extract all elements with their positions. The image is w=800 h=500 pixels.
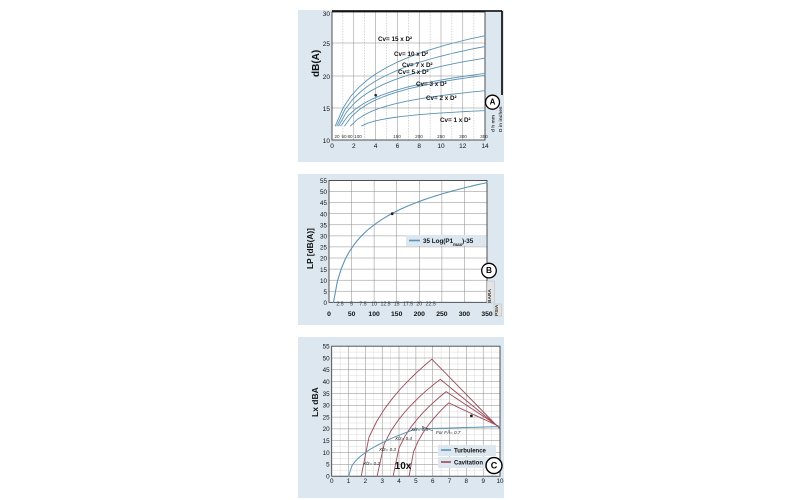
svg-text:For FÅ= 0.7: For FÅ= 0.7 — [436, 429, 461, 435]
svg-text:300: 300 — [459, 134, 467, 139]
svg-text:Cv= 2 x D²: Cv= 2 x D² — [426, 95, 457, 102]
svg-text:12: 12 — [459, 143, 467, 150]
svg-text:10: 10 — [323, 450, 331, 457]
svg-text:0: 0 — [330, 143, 334, 150]
svg-text:5: 5 — [350, 302, 353, 308]
svg-text:9: 9 — [481, 478, 485, 485]
svg-text:22.5: 22.5 — [426, 302, 436, 308]
svg-text:dB(A): dB(A) — [311, 50, 322, 77]
svg-text:BARA: BARA — [487, 289, 493, 303]
svg-text:50: 50 — [341, 134, 347, 139]
svg-text:Xfz= 0.5: Xfz= 0.5 — [410, 427, 428, 432]
svg-text:Cv= 1 x D²: Cv= 1 x D² — [440, 117, 471, 124]
svg-text:Cavitation: Cavitation — [454, 460, 483, 466]
svg-text:0: 0 — [327, 311, 331, 318]
svg-text:50: 50 — [320, 189, 328, 196]
svg-text:35: 35 — [320, 223, 328, 230]
svg-text:Cv= 5 x D²: Cv= 5 x D² — [398, 69, 429, 76]
svg-text:10x: 10x — [395, 461, 412, 472]
svg-text:25: 25 — [320, 245, 328, 252]
svg-text:35: 35 — [323, 391, 331, 398]
svg-text:250: 250 — [436, 311, 448, 318]
svg-text:5: 5 — [326, 462, 330, 469]
svg-text:Xfz= 0.4: Xfz= 0.4 — [394, 436, 412, 441]
svg-text:Cv= 3 x D²: Cv= 3 x D² — [416, 81, 447, 88]
svg-text:80: 80 — [347, 134, 353, 139]
svg-text:Cv= 7 x D²: Cv= 7 x D² — [402, 62, 433, 69]
svg-text:20: 20 — [334, 134, 340, 139]
svg-text:150: 150 — [393, 134, 401, 139]
svg-text:6: 6 — [431, 478, 435, 485]
svg-text:8: 8 — [465, 478, 469, 485]
svg-text:200: 200 — [415, 134, 423, 139]
svg-text:50: 50 — [348, 311, 356, 318]
svg-text:20: 20 — [323, 426, 331, 433]
svg-text:45: 45 — [320, 200, 328, 207]
svg-text:2: 2 — [352, 143, 356, 150]
svg-text:10: 10 — [371, 302, 377, 308]
svg-text:17.5: 17.5 — [403, 302, 413, 308]
svg-text:20: 20 — [416, 302, 422, 308]
svg-text:Xfz= 0.2: Xfz= 0.2 — [362, 461, 380, 466]
svg-text:30: 30 — [323, 11, 331, 18]
svg-text:20: 20 — [323, 74, 331, 81]
svg-text:5: 5 — [323, 289, 327, 296]
svg-text:2: 2 — [364, 478, 368, 485]
svg-text:3: 3 — [380, 478, 384, 485]
svg-text:200: 200 — [414, 311, 426, 318]
svg-text:4: 4 — [397, 478, 401, 485]
svg-text:Cv= 15 x D²: Cv= 15 x D² — [378, 36, 412, 43]
svg-text:40: 40 — [323, 379, 331, 386]
svg-text:10: 10 — [320, 278, 328, 285]
svg-text:Xfz= 0.3: Xfz= 0.3 — [378, 447, 396, 452]
svg-text:14: 14 — [481, 143, 489, 150]
svg-text:Cv= 10 x D²: Cv= 10 x D² — [394, 51, 428, 58]
svg-text:15: 15 — [323, 106, 331, 113]
svg-text:0: 0 — [323, 300, 327, 307]
svg-text:B: B — [486, 265, 492, 275]
svg-text:7.5: 7.5 — [359, 302, 366, 308]
svg-text:D in inches: D in inches — [498, 106, 504, 132]
svg-text:10: 10 — [496, 478, 504, 485]
svg-text:PSIA: PSIA — [494, 304, 500, 316]
svg-text:LP [dB(A)]: LP [dB(A)] — [305, 228, 315, 269]
svg-text:C: C — [491, 461, 498, 471]
svg-text:30: 30 — [320, 234, 328, 241]
svg-text:40: 40 — [320, 212, 328, 219]
svg-text:0: 0 — [330, 478, 334, 485]
svg-text:A: A — [490, 98, 496, 107]
svg-text:150: 150 — [391, 311, 403, 318]
svg-text:45: 45 — [323, 367, 331, 374]
svg-text:2.5: 2.5 — [336, 302, 343, 308]
svg-text:30: 30 — [323, 403, 331, 410]
svg-text:100: 100 — [354, 134, 362, 139]
svg-text:Lx dBA: Lx dBA — [310, 387, 320, 417]
svg-text:25: 25 — [323, 414, 331, 421]
svg-text:15: 15 — [320, 267, 328, 274]
svg-text:12.5: 12.5 — [380, 302, 390, 308]
svg-text:1: 1 — [347, 478, 351, 485]
svg-text:10: 10 — [437, 143, 445, 150]
svg-text:5: 5 — [414, 478, 418, 485]
svg-text:55: 55 — [320, 178, 328, 185]
svg-text:d h mm: d h mm — [491, 115, 497, 132]
svg-text:4: 4 — [374, 143, 378, 150]
svg-text:55: 55 — [323, 344, 331, 351]
svg-text:250: 250 — [437, 134, 445, 139]
svg-text:50: 50 — [323, 355, 331, 362]
svg-text:6: 6 — [396, 143, 400, 150]
svg-text:15: 15 — [323, 438, 331, 445]
svg-text:8: 8 — [417, 143, 421, 150]
svg-text:20: 20 — [320, 256, 328, 263]
svg-text:7: 7 — [448, 478, 452, 485]
svg-text:100: 100 — [368, 311, 380, 318]
svg-text:350: 350 — [480, 134, 488, 139]
svg-text:15: 15 — [394, 302, 400, 308]
svg-text:350: 350 — [481, 311, 493, 318]
svg-text:300: 300 — [459, 311, 471, 318]
svg-text:25: 25 — [323, 41, 331, 48]
svg-text:Turbulence: Turbulence — [454, 448, 487, 454]
